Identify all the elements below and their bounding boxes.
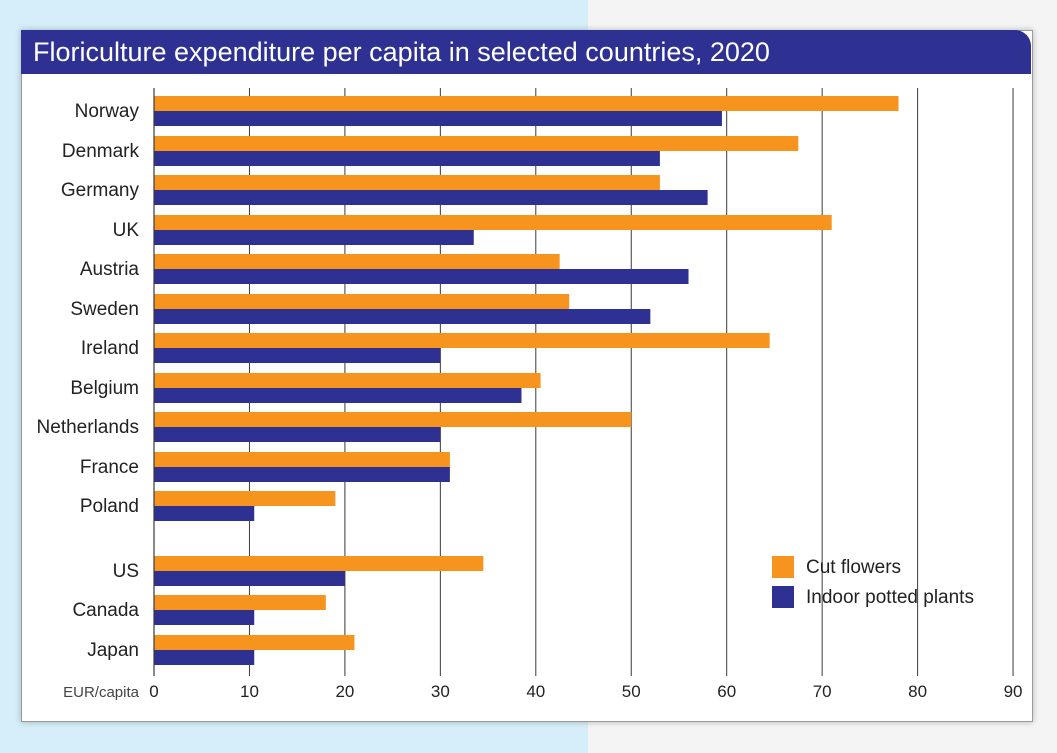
category-label-denmark: Denmark (62, 141, 140, 162)
tick-label-40: 40 (526, 682, 545, 701)
bar-belgium-indoor-potted-plants (154, 388, 522, 403)
tick-label-60: 60 (717, 682, 736, 701)
category-label-austria: Austria (80, 259, 140, 280)
bar-norway-cut-flowers (154, 96, 899, 111)
category-label-poland: Poland (80, 496, 139, 517)
tick-label-10: 10 (240, 682, 259, 701)
bar-denmark-indoor-potted-plants (154, 151, 660, 166)
tick-label-80: 80 (908, 682, 927, 701)
legend-swatch-cut-flowers (772, 556, 794, 578)
bar-ireland-indoor-potted-plants (154, 348, 441, 363)
bar-france-indoor-potted-plants (154, 467, 450, 482)
bar-ireland-cut-flowers (154, 333, 770, 348)
legend-label-cut-flowers: Cut flowers (806, 557, 901, 578)
legend-swatch-indoor-potted-plants (772, 586, 794, 608)
category-label-canada: Canada (72, 600, 139, 621)
bar-poland-cut-flowers (154, 491, 336, 506)
category-label-sweden: Sweden (70, 299, 139, 320)
bar-uk-indoor-potted-plants (154, 230, 474, 245)
tick-label-70: 70 (813, 682, 832, 701)
bar-canada-cut-flowers (154, 595, 326, 610)
category-label-france: France (80, 457, 139, 478)
tick-label-50: 50 (622, 682, 641, 701)
category-label-uk: UK (113, 220, 140, 241)
tick-label-90: 90 (1004, 682, 1023, 701)
bar-netherlands-cut-flowers (154, 412, 632, 427)
bar-us-cut-flowers (154, 556, 484, 571)
bar-japan-cut-flowers (154, 635, 355, 650)
tick-label-20: 20 (335, 682, 354, 701)
bar-france-cut-flowers (154, 452, 450, 467)
tick-label-0: 0 (149, 682, 158, 701)
category-label-germany: Germany (61, 180, 140, 201)
category-label-belgium: Belgium (70, 378, 139, 399)
bar-us-indoor-potted-plants (154, 571, 345, 586)
bar-sweden-indoor-potted-plants (154, 309, 651, 324)
x-axis-label: EUR/capita (63, 684, 140, 701)
bar-poland-indoor-potted-plants (154, 506, 255, 521)
bar-canada-indoor-potted-plants (154, 610, 255, 625)
title-bar: Floriculture expenditure per capita in s… (21, 30, 1031, 74)
bar-germany-indoor-potted-plants (154, 190, 708, 205)
bar-japan-indoor-potted-plants (154, 650, 255, 665)
bar-netherlands-indoor-potted-plants (154, 427, 441, 442)
category-label-norway: Norway (75, 101, 140, 122)
bar-austria-indoor-potted-plants (154, 269, 689, 284)
tick-label-30: 30 (431, 682, 450, 701)
legend-label-indoor-potted-plants: Indoor potted plants (806, 587, 974, 608)
bar-germany-cut-flowers (154, 175, 660, 190)
category-label-ireland: Ireland (81, 338, 139, 359)
bar-austria-cut-flowers (154, 254, 560, 269)
bar-denmark-cut-flowers (154, 136, 799, 151)
bar-norway-indoor-potted-plants (154, 111, 722, 126)
category-label-netherlands: Netherlands (37, 417, 139, 438)
category-label-japan: Japan (87, 640, 139, 661)
bar-sweden-cut-flowers (154, 294, 570, 309)
bar-uk-cut-flowers (154, 215, 832, 230)
category-label-us: US (113, 561, 139, 582)
bar-belgium-cut-flowers (154, 373, 541, 388)
chart-title: Floriculture expenditure per capita in s… (33, 37, 770, 67)
